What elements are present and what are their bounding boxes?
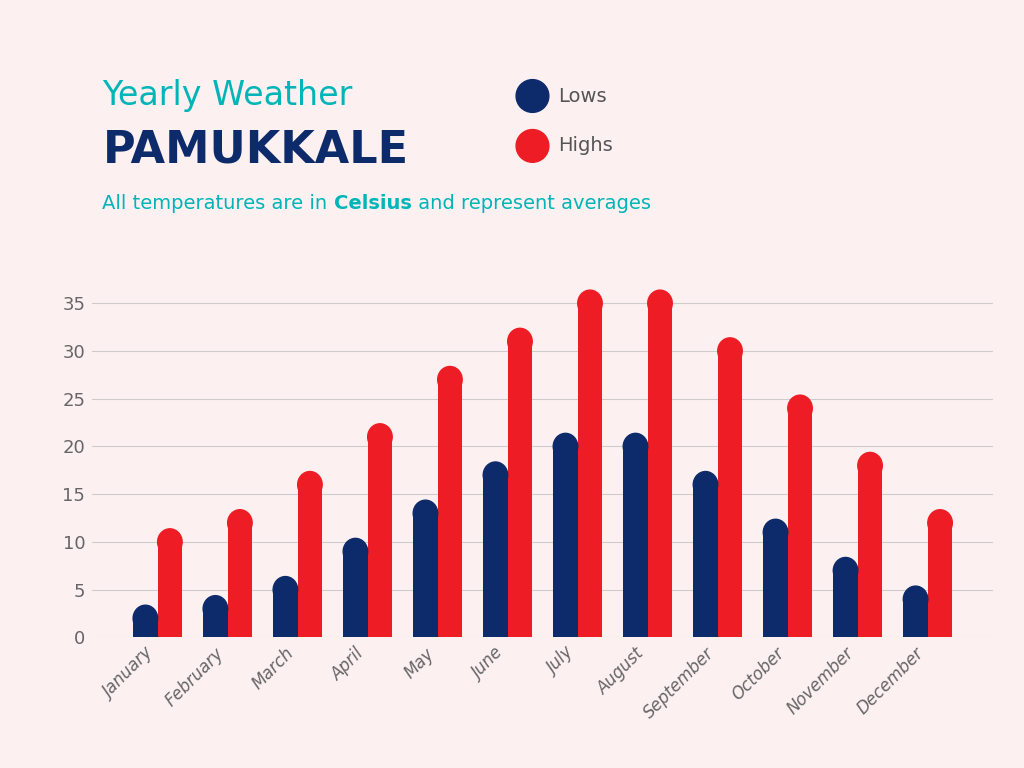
Ellipse shape: [928, 510, 952, 536]
Ellipse shape: [553, 433, 578, 459]
Ellipse shape: [903, 586, 928, 612]
Bar: [624, 446, 648, 637]
Bar: [227, 523, 252, 637]
Bar: [928, 523, 952, 637]
Ellipse shape: [693, 472, 718, 498]
Ellipse shape: [483, 462, 508, 488]
Bar: [414, 513, 437, 637]
Ellipse shape: [858, 452, 883, 478]
Bar: [273, 590, 298, 637]
Ellipse shape: [414, 500, 437, 526]
Bar: [903, 599, 928, 637]
Bar: [368, 437, 392, 637]
Bar: [158, 542, 182, 637]
Text: Yearly Weather: Yearly Weather: [102, 80, 353, 112]
Ellipse shape: [343, 538, 368, 564]
Ellipse shape: [273, 577, 298, 603]
Ellipse shape: [763, 519, 787, 545]
Ellipse shape: [437, 366, 462, 392]
Bar: [483, 475, 508, 637]
Ellipse shape: [133, 605, 158, 631]
Text: Highs: Highs: [558, 137, 612, 155]
Bar: [508, 342, 532, 637]
Bar: [858, 465, 883, 637]
Text: Celsius: Celsius: [334, 194, 412, 213]
Bar: [437, 379, 462, 637]
Ellipse shape: [158, 529, 182, 555]
Bar: [834, 571, 858, 637]
Bar: [553, 446, 578, 637]
Bar: [648, 303, 672, 637]
Ellipse shape: [624, 433, 648, 459]
Bar: [203, 609, 227, 637]
Bar: [578, 303, 602, 637]
Bar: [718, 351, 742, 637]
Ellipse shape: [787, 396, 812, 422]
Bar: [343, 551, 368, 637]
Bar: [298, 485, 323, 637]
Ellipse shape: [298, 472, 323, 498]
Bar: [787, 409, 812, 637]
Text: All temperatures are in: All temperatures are in: [102, 194, 334, 213]
Bar: [133, 618, 158, 637]
Ellipse shape: [203, 596, 227, 622]
Ellipse shape: [227, 510, 252, 536]
Ellipse shape: [648, 290, 672, 316]
Ellipse shape: [834, 558, 858, 584]
Text: and represent averages: and represent averages: [412, 194, 650, 213]
Ellipse shape: [508, 328, 532, 355]
Text: PAMUKKALE: PAMUKKALE: [102, 128, 409, 171]
Bar: [693, 485, 718, 637]
Ellipse shape: [718, 338, 742, 364]
Text: Lows: Lows: [558, 87, 606, 105]
Ellipse shape: [368, 424, 392, 450]
Ellipse shape: [578, 290, 602, 316]
Bar: [763, 532, 787, 637]
